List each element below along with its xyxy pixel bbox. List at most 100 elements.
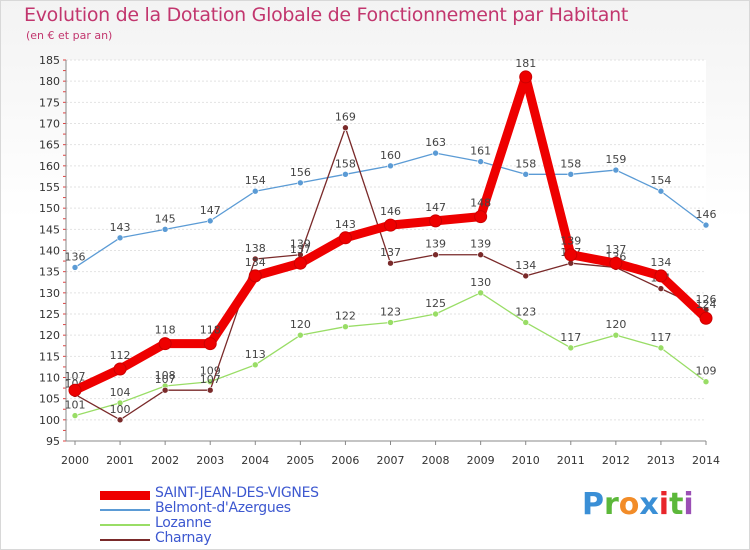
data-label: 101 (65, 399, 86, 412)
x-tick-label: 2014 (692, 454, 720, 467)
x-tick-label: 2006 (331, 454, 359, 467)
y-tick-label: 170 (39, 118, 60, 131)
data-point (519, 70, 533, 84)
data-label: 136 (65, 250, 86, 263)
y-tick-label: 180 (39, 75, 60, 88)
data-point (206, 217, 214, 225)
data-label: 112 (110, 349, 131, 362)
chart-subtitle: (en € et par an) (26, 29, 113, 42)
data-label: 104 (110, 386, 131, 399)
data-label: 107 (155, 373, 176, 386)
y-tick-label: 145 (39, 223, 60, 236)
data-label: 139 (470, 238, 491, 251)
data-point (342, 171, 349, 178)
y-tick-label: 95 (46, 435, 60, 448)
data-label: 137 (380, 246, 401, 259)
legend-swatch-belmont (100, 509, 150, 511)
x-tick-label: 2008 (422, 454, 450, 467)
data-point (702, 221, 710, 229)
data-point (387, 259, 394, 267)
legend-label-charnay: Charnay (155, 530, 212, 546)
data-label: 139 (425, 238, 446, 251)
legend-swatch-saint-jean (100, 491, 150, 500)
data-label: 118 (200, 324, 221, 337)
logo-letter: P (582, 487, 604, 522)
data-point (206, 386, 214, 394)
data-label: 139 (560, 235, 581, 248)
data-label: 159 (605, 153, 626, 166)
data-point (477, 251, 484, 259)
data-point (387, 162, 394, 170)
x-tick-label: 2012 (602, 454, 630, 467)
data-label: 163 (425, 136, 446, 149)
y-tick-label: 160 (39, 160, 60, 173)
data-point (474, 210, 488, 224)
legend-swatch-charnay (100, 539, 150, 541)
data-label: 158 (560, 157, 581, 170)
x-tick-label: 2002 (151, 454, 179, 467)
data-point (68, 383, 82, 397)
data-point (71, 412, 79, 419)
data-point (342, 323, 349, 331)
data-label: 146 (380, 205, 401, 218)
y-tick-label: 110 (39, 372, 60, 385)
data-point (432, 310, 439, 318)
data-point (612, 166, 620, 174)
x-tick-label: 2007 (377, 454, 405, 467)
data-point (609, 256, 623, 270)
y-tick-label: 135 (39, 266, 60, 279)
x-tick-label: 2004 (241, 454, 269, 467)
data-label: 143 (335, 218, 356, 231)
data-label: 158 (515, 157, 536, 170)
chart-title: Evolution de la Dotation Globale de Fonc… (24, 4, 629, 26)
x-tick-label: 2010 (512, 454, 540, 467)
data-point (116, 234, 124, 242)
data-label: 147 (200, 204, 221, 217)
data-point (293, 256, 307, 270)
data-label: 154 (245, 174, 266, 187)
data-point (203, 337, 217, 351)
x-tick-label: 2011 (557, 454, 585, 467)
data-label: 146 (696, 208, 717, 221)
data-point (564, 248, 578, 262)
legend-label-lozanne: Lozanne (155, 515, 212, 531)
data-label: 154 (650, 174, 671, 187)
data-point (161, 226, 169, 233)
data-label: 123 (380, 305, 401, 318)
data-point (251, 361, 259, 369)
data-point (522, 171, 530, 178)
data-point (158, 337, 172, 351)
data-point (522, 272, 530, 280)
logo-letter: x (639, 487, 659, 522)
data-label: 100 (110, 403, 131, 416)
data-point (116, 416, 124, 424)
y-tick-label: 155 (39, 181, 60, 194)
data-label: 181 (515, 57, 536, 70)
data-point (297, 179, 304, 187)
data-point (387, 319, 394, 326)
data-label: 109 (696, 365, 717, 378)
data-label: 124 (696, 298, 717, 311)
data-label: 125 (425, 297, 446, 310)
logo-letter: i (658, 487, 670, 522)
data-label: 117 (560, 331, 581, 344)
data-label: 134 (650, 256, 671, 269)
data-point (432, 251, 439, 259)
data-label: 137 (290, 243, 311, 256)
data-point (657, 187, 665, 195)
data-point (248, 269, 262, 283)
y-tick-label: 105 (39, 393, 60, 406)
data-point (567, 171, 575, 178)
data-label: 123 (515, 305, 536, 318)
x-tick-label: 2001 (106, 454, 134, 467)
data-point (113, 362, 127, 376)
y-tick-label: 120 (39, 329, 60, 342)
x-tick-label: 2005 (286, 454, 314, 467)
data-point (522, 319, 530, 326)
data-label: 143 (110, 221, 131, 234)
logo-letter: i (683, 487, 694, 522)
data-label: 169 (335, 111, 356, 124)
x-tick-label: 2013 (647, 454, 675, 467)
y-tick-label: 100 (39, 414, 60, 427)
